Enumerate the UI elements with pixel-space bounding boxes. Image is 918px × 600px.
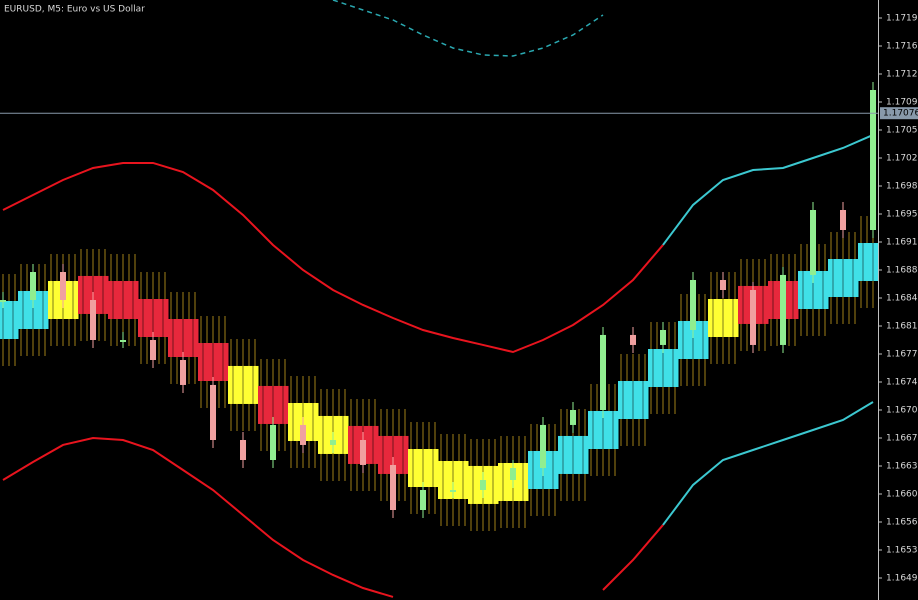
candle-body bbox=[420, 490, 426, 510]
candle-body bbox=[510, 468, 516, 480]
candle-body bbox=[450, 490, 456, 492]
y-tick-label: 1.16775 bbox=[886, 350, 918, 360]
y-tick-label: 1.16635 bbox=[886, 462, 918, 472]
candle-body bbox=[390, 464, 396, 510]
band-line bbox=[662, 134, 874, 246]
candle-body bbox=[690, 280, 696, 330]
candle-body bbox=[60, 272, 66, 300]
candle-body bbox=[30, 272, 36, 300]
y-tick-label: 1.17160 bbox=[886, 42, 918, 52]
y-tick-label: 1.16565 bbox=[886, 518, 918, 528]
y-tick-label: 1.16985 bbox=[886, 182, 918, 192]
candle-body bbox=[240, 440, 246, 460]
y-tick-label: 1.16880 bbox=[886, 266, 918, 276]
candle-body bbox=[0, 300, 6, 302]
candle-body bbox=[270, 424, 276, 460]
candle-body bbox=[840, 210, 846, 230]
price-label: 1.17076 bbox=[883, 109, 918, 119]
y-tick-label: 1.17125 bbox=[886, 70, 918, 80]
candle-body bbox=[120, 340, 126, 342]
band-line bbox=[2, 161, 664, 354]
y-tick-label: 1.16845 bbox=[886, 294, 918, 304]
candle-body bbox=[570, 410, 576, 425]
candle-body bbox=[630, 334, 636, 345]
candle-body bbox=[150, 340, 156, 360]
y-tick-label: 1.17055 bbox=[886, 126, 918, 136]
candle-body bbox=[780, 274, 786, 345]
candle-body bbox=[180, 360, 186, 385]
y-tick-label: 1.16495 bbox=[886, 574, 918, 584]
y-tick-label: 1.16600 bbox=[886, 490, 918, 500]
y-tick-label: 1.16705 bbox=[886, 406, 918, 416]
y-tick-label: 1.16740 bbox=[886, 378, 918, 388]
band-line bbox=[602, 524, 664, 591]
band-line bbox=[332, 0, 604, 57]
plot-area bbox=[0, 0, 878, 598]
candle-body bbox=[210, 384, 216, 440]
candle-body bbox=[300, 424, 306, 445]
candle-body bbox=[660, 330, 666, 345]
candle-body bbox=[480, 480, 486, 490]
y-tick-label: 1.17195 bbox=[886, 14, 918, 24]
candle-body bbox=[810, 210, 816, 275]
y-tick-label: 1.17090 bbox=[886, 98, 918, 108]
candle-body bbox=[870, 90, 876, 230]
candle-body bbox=[330, 440, 336, 445]
candle-body bbox=[540, 424, 546, 468]
ribbon-segment bbox=[0, 301, 19, 339]
candle-body bbox=[600, 334, 606, 410]
chart-title: EURUSD, M5: Euro vs US Dollar bbox=[4, 5, 145, 15]
y-tick-label: 1.16810 bbox=[886, 322, 918, 332]
candle-body bbox=[360, 440, 366, 465]
y-tick-label: 1.16915 bbox=[886, 238, 918, 248]
y-tick-label: 1.17020 bbox=[886, 154, 918, 164]
band-line bbox=[662, 401, 874, 526]
candle-body bbox=[720, 280, 726, 290]
y-tick-label: 1.16950 bbox=[886, 210, 918, 220]
candle-body bbox=[750, 290, 756, 345]
price-label-bg bbox=[880, 107, 918, 120]
y-tick-label: 1.16530 bbox=[886, 546, 918, 556]
band-line bbox=[2, 436, 394, 598]
y-tick-label: 1.16670 bbox=[886, 434, 918, 444]
candle-body bbox=[90, 300, 96, 340]
